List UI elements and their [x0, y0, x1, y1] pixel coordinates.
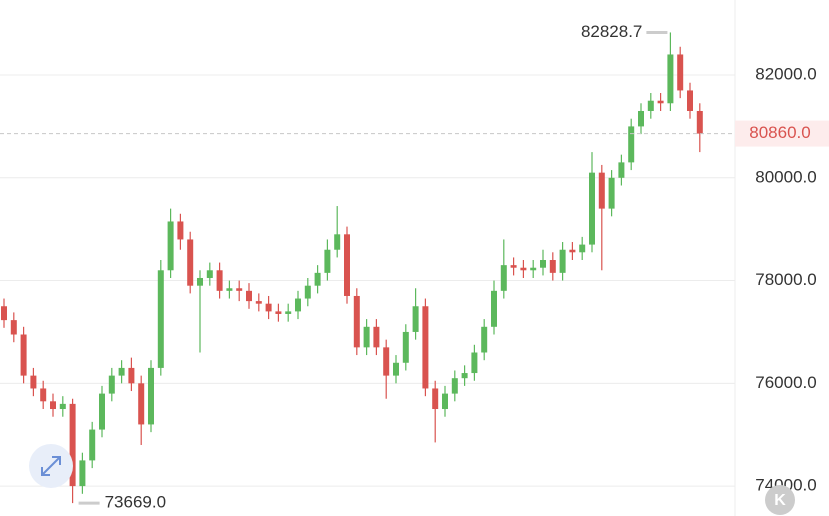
k-icon: K: [774, 492, 786, 509]
candle-body: [304, 285, 311, 299]
candle-body: [157, 270, 164, 368]
k-button-bg[interactable]: [765, 485, 795, 515]
candle-body: [442, 393, 448, 410]
candle-body: [108, 375, 115, 394]
candle-body: [363, 326, 370, 348]
candle-body: [510, 265, 517, 268]
candle-body: [79, 460, 86, 487]
candle-body: [687, 90, 693, 111]
candle-body: [50, 401, 56, 410]
candle-body: [236, 288, 243, 291]
candle-body: [226, 288, 233, 291]
candle-body: [148, 367, 154, 425]
expand-icon: [41, 456, 61, 476]
candle-body: [412, 306, 419, 332]
candle-body: [647, 100, 654, 111]
candle-body: [187, 239, 194, 286]
candle-body: [246, 290, 252, 302]
candle-body: [628, 126, 635, 163]
candle-body: [216, 270, 223, 291]
candle-body: [30, 375, 37, 389]
candle-body: [540, 260, 546, 268]
candle-body: [206, 270, 213, 278]
candle-body: [549, 260, 556, 273]
candle-body: [618, 162, 625, 178]
candle-body: [471, 352, 478, 374]
candle-body: [344, 234, 350, 296]
candle-body: [432, 388, 439, 410]
candle-body: [559, 249, 566, 273]
candle-body: [638, 110, 644, 127]
candle-body: [20, 334, 27, 376]
candle-body: [1, 306, 7, 321]
candle-body: [500, 265, 507, 291]
candle-body: [353, 295, 360, 348]
y-tick-label: 78000.0: [755, 270, 816, 289]
k-button[interactable]: K: [765, 485, 795, 515]
candle-body: [275, 311, 282, 314]
candle-body: [461, 373, 468, 379]
y-tick-label: 76000.0: [755, 373, 816, 392]
candle-body: [608, 177, 615, 209]
candle-body: [59, 403, 66, 410]
candle-body: [99, 393, 105, 430]
candle-body: [491, 290, 497, 327]
candle-body: [314, 272, 321, 286]
candle-body: [667, 54, 674, 104]
candle-body: [481, 326, 488, 353]
candle-body: [128, 367, 135, 384]
candle-body: [383, 347, 390, 376]
last-price-tag: [735, 120, 829, 147]
candle-body: [393, 362, 399, 376]
candle-body: [569, 249, 576, 253]
max-label: 82828.7: [581, 22, 642, 41]
candle-body: [373, 326, 380, 348]
candle-body: [197, 277, 203, 286]
candle-body: [255, 301, 262, 304]
expand-button[interactable]: [29, 444, 73, 488]
y-tick-label: 82000.0: [755, 65, 816, 84]
candle-body: [579, 244, 586, 253]
last-price-label: 80860.0: [749, 123, 810, 142]
candle-body: [334, 234, 341, 250]
candle-body: [520, 267, 527, 271]
candle-body: [265, 303, 272, 312]
candle-body: [167, 221, 174, 271]
candle-body: [69, 403, 76, 487]
candle-body: [89, 429, 96, 461]
y-tick-label: 80000.0: [755, 167, 816, 186]
candle-body: [402, 331, 409, 363]
candle-body: [285, 311, 292, 314]
candle-body: [451, 378, 458, 394]
candle-body: [677, 54, 684, 91]
candle-body: [118, 367, 125, 376]
min-label: 73669.0: [105, 493, 166, 512]
candle-body: [589, 172, 595, 245]
candle-body: [324, 249, 331, 273]
candle-body: [295, 298, 301, 312]
candle-body: [657, 100, 664, 104]
candle-body: [177, 221, 184, 240]
candle-body: [530, 267, 537, 271]
candle-body: [696, 110, 703, 134]
candle-body: [138, 383, 145, 425]
candle-body: [40, 388, 47, 402]
candle-body: [598, 172, 605, 209]
candle-body: [10, 320, 17, 335]
candle-body: [422, 306, 429, 389]
